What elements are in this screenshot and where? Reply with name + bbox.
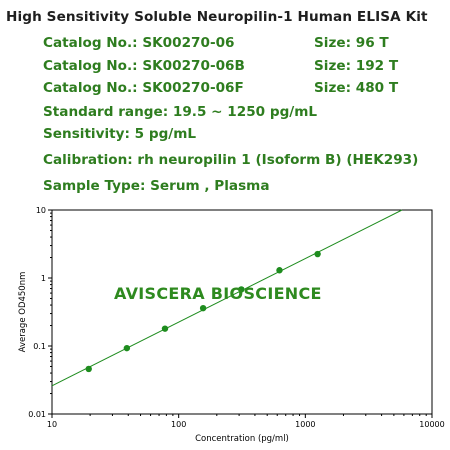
x-axis: 10 100 1000 10000: [47, 414, 445, 429]
y-tick-label: 0.01: [28, 410, 46, 419]
catalog-number-96: Catalog No.: SK00270-06: [43, 35, 235, 51]
catalog-number-192: Catalog No.: SK00270-06B: [43, 58, 245, 74]
series-layer: [51, 209, 403, 387]
sample-type: Sample Type: Serum , Plasma: [43, 178, 270, 194]
y-axis-label: Average OD450nm: [18, 272, 28, 353]
data-point: [276, 267, 283, 274]
calibration: Calibration: rh neuropilin 1 (Isoform B)…: [43, 152, 419, 168]
sensitivity: Sensitivity: 5 pg/mL: [43, 126, 197, 142]
size-192: Size: 192 T: [314, 58, 399, 74]
y-tick-label: 10: [36, 206, 46, 215]
data-point: [238, 286, 245, 293]
y-axis: 0.01 0.1 1 10: [28, 206, 52, 419]
size-96: Size: 96 T: [314, 35, 389, 51]
fit-line: [51, 209, 403, 387]
y-tick-label: 1: [41, 274, 46, 283]
data-point: [314, 250, 321, 258]
catalog-number-480: Catalog No.: SK00270-06F: [43, 80, 244, 96]
size-480: Size: 480 T: [314, 80, 399, 96]
x-tick-label: 10000: [419, 420, 444, 429]
x-tick-label: 10: [47, 420, 57, 429]
aviscera-watermark: AVISCERA BIOSCIENCE: [114, 284, 322, 303]
x-tick-label: 1000: [295, 420, 315, 429]
kit-title: High Sensitivity Soluble Neuropilin-1 Hu…: [6, 9, 428, 25]
x-axis-label: Concentration (pg/ml): [195, 434, 289, 444]
data-point: [123, 344, 131, 352]
plot-frame: [51, 209, 433, 415]
standard-range: Standard range: 19.5 ~ 1250 pg/mL: [43, 104, 318, 120]
data-point: [85, 365, 92, 373]
y-tick-label: 0.1: [33, 342, 46, 351]
data-point: [161, 325, 169, 332]
data-point: [199, 304, 207, 312]
x-tick-label: 100: [171, 420, 186, 429]
